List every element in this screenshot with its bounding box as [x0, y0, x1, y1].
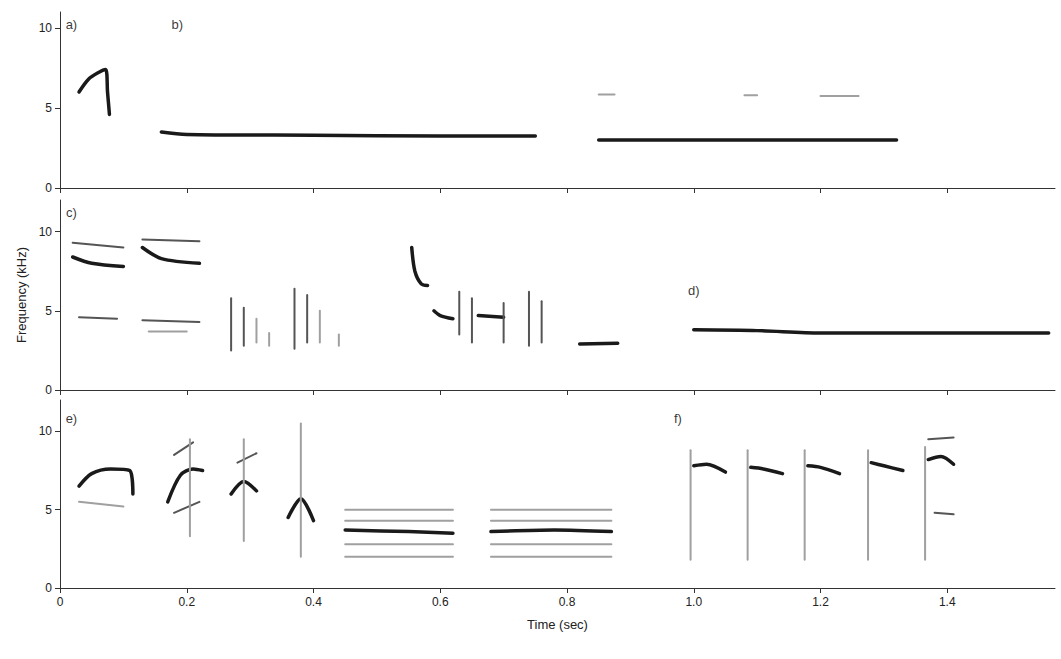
- svg-text:0.2: 0.2: [178, 595, 195, 609]
- svg-text:1.4: 1.4: [939, 595, 956, 609]
- svg-text:0.6: 0.6: [432, 595, 449, 609]
- svg-text:0: 0: [45, 383, 52, 397]
- svg-text:10: 10: [39, 424, 53, 438]
- svg-text:10: 10: [39, 225, 53, 239]
- svg-text:e): e): [66, 411, 78, 426]
- svg-text:5: 5: [45, 503, 52, 517]
- svg-text:Time (sec): Time (sec): [527, 617, 588, 632]
- svg-text:Frequency (kHz): Frequency (kHz): [14, 247, 29, 343]
- svg-text:1.2: 1.2: [812, 595, 829, 609]
- svg-text:1.0: 1.0: [685, 595, 702, 609]
- svg-text:b): b): [171, 17, 183, 32]
- svg-text:5: 5: [45, 304, 52, 318]
- svg-text:d): d): [688, 283, 700, 298]
- svg-text:0: 0: [45, 581, 52, 595]
- svg-text:c): c): [66, 205, 77, 220]
- svg-text:5: 5: [45, 101, 52, 115]
- svg-text:0: 0: [57, 595, 64, 609]
- svg-text:0: 0: [45, 181, 52, 195]
- svg-text:10: 10: [39, 21, 53, 35]
- svg-text:0.4: 0.4: [305, 595, 322, 609]
- svg-text:f): f): [674, 411, 682, 426]
- svg-text:a): a): [66, 17, 78, 32]
- svg-text:0.8: 0.8: [559, 595, 576, 609]
